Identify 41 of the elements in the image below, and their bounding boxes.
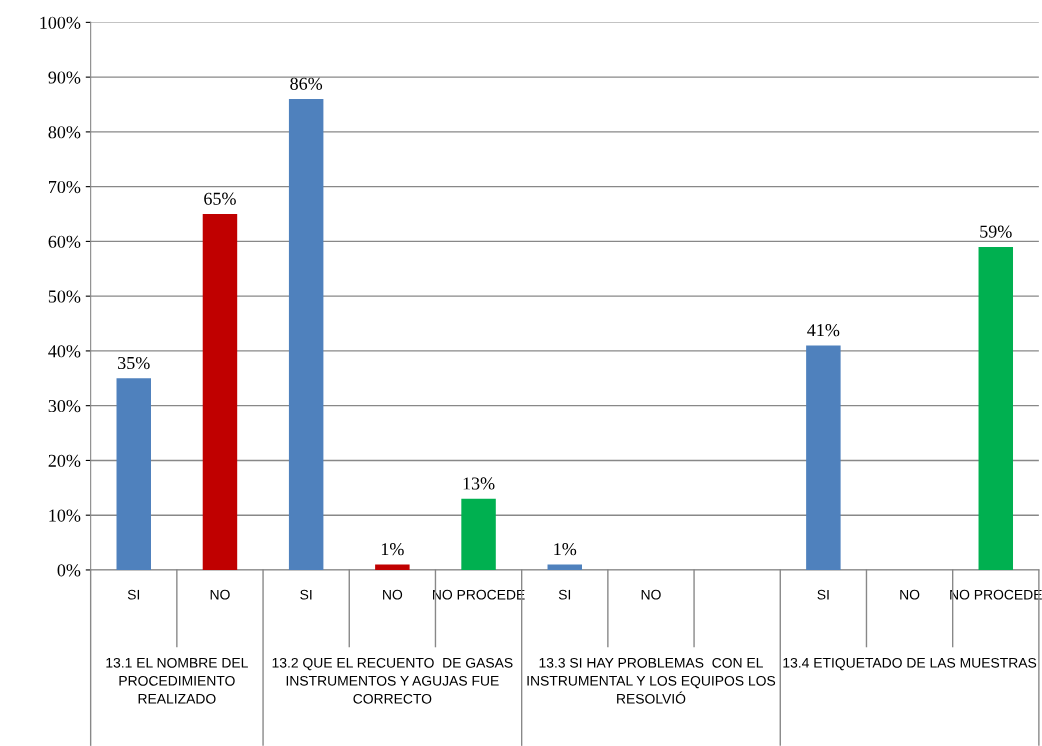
- text: 13.1 EL NOMBRE DEL PROCEDIMIENTO REALIZADO: [106, 657, 248, 704]
- y-tick-label: 80%: [48, 126, 81, 139]
- y-tick-label: 20%: [48, 454, 81, 467]
- bar: [461, 498, 496, 570]
- x-tick-label: NO: [641, 589, 661, 600]
- data-label: 35%: [118, 356, 150, 370]
- x-tick-label: NO PROCEDE: [950, 589, 1042, 600]
- text: 13.4 ETIQUETADO DE LAS MUESTRAS: [783, 657, 1037, 671]
- bar: [978, 246, 1014, 570]
- bar: [116, 378, 151, 570]
- data-label: 1%: [554, 543, 577, 556]
- bar: [547, 564, 582, 570]
- x-tick-label: SI: [127, 589, 140, 600]
- text: 13.2 QUE EL RECUENTO DE GASAS INSTRUMENTOS Y AGUJAS FUE CORRECTO: [272, 657, 513, 704]
- data-label: 41%: [807, 324, 840, 337]
- x-tick-label: NO: [383, 589, 403, 600]
- x-tick-label: SI: [817, 589, 829, 600]
- bar: [806, 345, 841, 570]
- y-tick-label: 30%: [48, 399, 81, 413]
- y-tick-label: 60%: [48, 235, 81, 248]
- y-tick-label: 10%: [49, 509, 81, 522]
- y-tick-label: 50%: [48, 290, 81, 303]
- y-tick-label: 40%: [48, 345, 81, 358]
- data-label: 65%: [204, 192, 236, 205]
- x-tick-label: SI: [558, 589, 571, 600]
- data-label: 1%: [381, 543, 404, 556]
- x-tick-label: NO PROCEDE: [433, 589, 525, 600]
- x-tick-label: NO: [900, 589, 920, 600]
- y-tick-label: 100%: [40, 16, 81, 29]
- text: 13.3 SI HAY PROBLEMAS CON EL INSTRUMENTAL Y LOS EQUIPOS LOS RESOLVIÓ: [527, 657, 776, 704]
- x-tick-label: NO: [210, 589, 230, 600]
- y-tick-label: 90%: [48, 71, 81, 84]
- y-tick-label: 70%: [49, 180, 81, 194]
- data-label: 13%: [463, 477, 495, 490]
- bar: [202, 214, 238, 570]
- x-tick-label: SI: [300, 589, 312, 600]
- data-label: 59%: [980, 225, 1012, 238]
- data-label: 86%: [290, 77, 323, 90]
- y-tick-label: 0%: [57, 564, 81, 577]
- bar: [375, 564, 410, 570]
- bar: [288, 99, 324, 570]
